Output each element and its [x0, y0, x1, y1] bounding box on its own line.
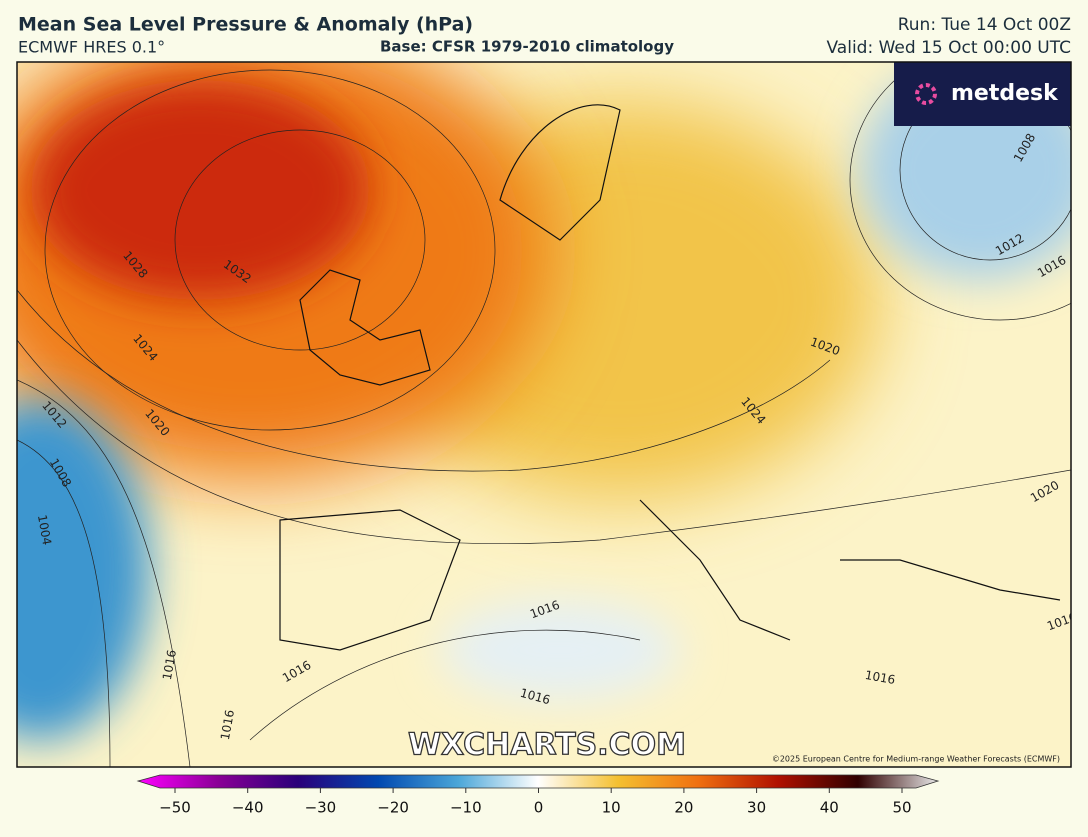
isobar: [849, 62, 1071, 321]
model: ECMWF HRES 0.1°: [18, 38, 165, 57]
coast: [299, 269, 431, 386]
colorbar: [136, 774, 940, 789]
coast: [499, 104, 621, 241]
contour-label: 1016: [864, 668, 897, 687]
logo-icon: [915, 83, 937, 105]
title: Mean Sea Level Pressure & Anomaly (hPa): [18, 14, 473, 36]
colorbar-ticks: −50 −40 −30 −20 −10 0 10 20 30 40 50: [159, 788, 912, 817]
logo-box: [894, 62, 1071, 126]
tick-label: 10: [602, 799, 621, 817]
coast: [840, 559, 1061, 601]
isobars: [17, 62, 1071, 767]
isobar: [17, 339, 1071, 545]
contour-label: 1016: [218, 709, 237, 742]
isobar: [44, 69, 496, 431]
anomaly: [440, 600, 680, 700]
run: Run: Tue 14 Oct 00Z: [898, 15, 1071, 35]
tick-label: 40: [820, 799, 839, 817]
base: Base: CFSR 1979-2010 climatology: [380, 38, 674, 56]
isobar: [249, 629, 641, 741]
anomaly: [17, 400, 150, 740]
anomaly: [30, 80, 370, 300]
coast: [279, 509, 461, 651]
isobar: [17, 439, 111, 767]
coastlines: [279, 104, 1061, 651]
tick-label: 50: [892, 799, 911, 817]
coast: [639, 499, 791, 641]
map-frame: [16, 61, 1072, 768]
tick-label: −30: [305, 799, 337, 817]
tick-label: −40: [232, 799, 264, 817]
tick-label: 0: [534, 799, 544, 817]
tick-label: −50: [159, 799, 191, 817]
valid: Valid: Wed 15 Oct 00:00 UTC: [827, 38, 1072, 58]
tick-label: 30: [747, 799, 766, 817]
watermark: WXCHARTS.COM: [408, 728, 686, 763]
isobar: [17, 379, 191, 767]
isobar: [174, 129, 426, 351]
contour-label: 1004: [35, 514, 54, 547]
tick-label: 20: [674, 799, 693, 817]
tick-label: −10: [450, 799, 482, 817]
tick-label: −20: [377, 799, 409, 817]
contour-label: 1016: [160, 649, 179, 682]
copyright: ©2025 European Centre for Medium-range W…: [772, 755, 1060, 764]
logo: metdesk: [951, 81, 1059, 106]
isobar: [17, 289, 831, 472]
